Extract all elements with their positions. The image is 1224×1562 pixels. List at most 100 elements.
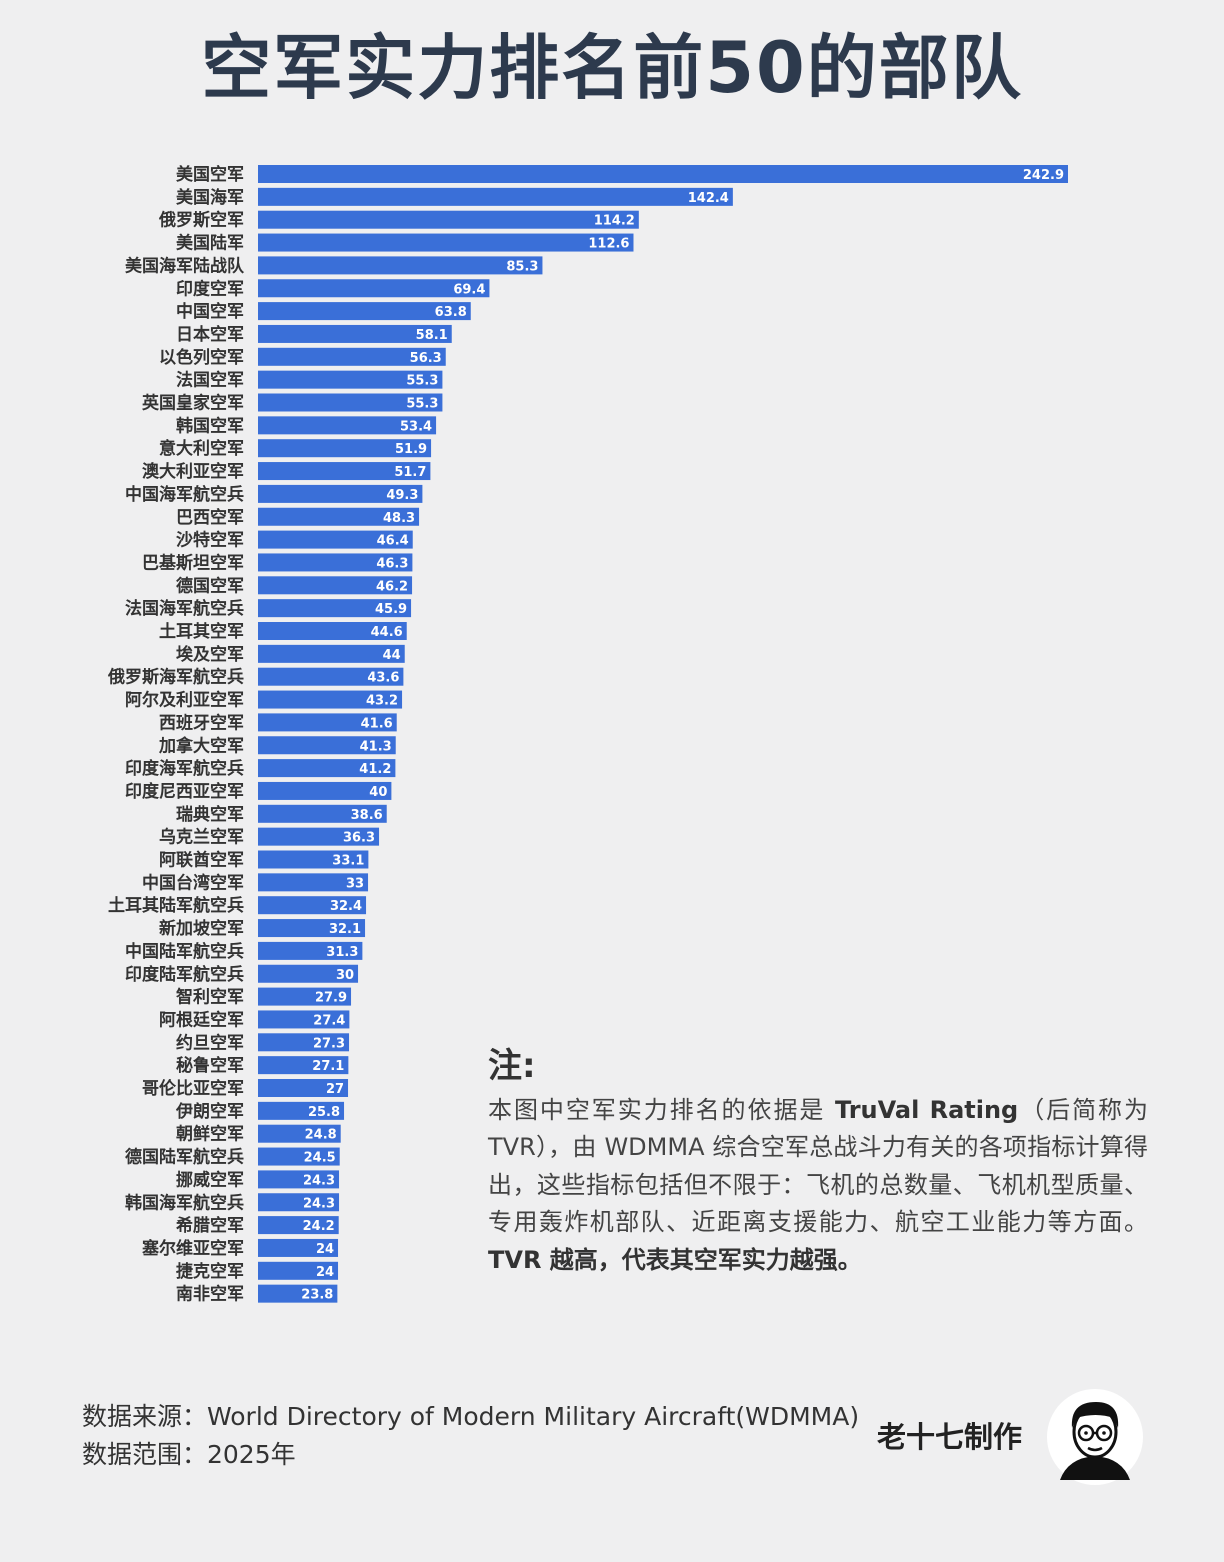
- value-label: 46.4: [377, 534, 409, 549]
- value-label: 51.9: [395, 442, 427, 457]
- category-label: 日本空军: [176, 324, 244, 345]
- value-label: 24.2: [303, 1219, 335, 1234]
- bar: [258, 941, 363, 960]
- category-label: 挪威空军: [176, 1169, 244, 1190]
- category-label: 捷克空军: [176, 1261, 244, 1282]
- category-label: 以色列空军: [159, 347, 244, 368]
- bar: [258, 233, 634, 252]
- value-label: 51.7: [394, 465, 426, 480]
- category-label: 阿根廷空军: [159, 1009, 244, 1030]
- value-label: 33: [346, 876, 364, 891]
- value-label: 30: [336, 968, 354, 983]
- value-label: 32.4: [330, 899, 362, 914]
- value-label: 49.3: [386, 488, 418, 503]
- category-label: 乌克兰空军: [159, 827, 244, 848]
- bar: [258, 667, 404, 686]
- value-label: 45.9: [375, 602, 407, 617]
- category-label: 印度陆军航空兵: [125, 964, 244, 985]
- value-label: 32.1: [329, 922, 361, 937]
- category-label: 加拿大空军: [158, 735, 244, 756]
- bar: [258, 987, 352, 1006]
- category-label: 西班牙空军: [159, 712, 244, 733]
- bar: [258, 1033, 350, 1052]
- value-label: 43.2: [366, 694, 398, 709]
- bar: [258, 1124, 341, 1143]
- category-label: 澳大利亚空军: [142, 461, 244, 482]
- bar-chart: 美国空军 242.9 美国海军 142.4 俄罗斯空军 114.2 美国陆军 112.6 美国海…: [107, 164, 1068, 1305]
- note-rating-name: TruVal Rating: [834, 1095, 1019, 1124]
- bar: [258, 1010, 350, 1029]
- bar: [258, 1284, 338, 1303]
- value-label: 53.4: [400, 419, 432, 434]
- note-text-pre: 本图中空军实力排名的依据是: [488, 1095, 835, 1124]
- bar: [258, 1056, 349, 1075]
- value-label: 69.4: [453, 282, 485, 297]
- bar: [258, 279, 490, 298]
- bar: [258, 530, 413, 549]
- value-label: 27.4: [313, 1013, 345, 1028]
- bar: [258, 736, 396, 755]
- category-label: 沙特空军: [176, 530, 244, 551]
- category-label: 巴基斯坦空军: [142, 552, 244, 573]
- value-label: 24.8: [305, 1128, 337, 1143]
- category-label: 美国陆军: [176, 233, 244, 254]
- value-label: 24: [316, 1242, 334, 1257]
- category-label: 意大利空军: [159, 438, 244, 459]
- value-label: 24: [316, 1265, 334, 1280]
- value-label: 58.1: [416, 328, 448, 343]
- bar: [258, 964, 359, 983]
- bar: [258, 210, 639, 229]
- value-label: 56.3: [410, 351, 442, 366]
- data-source: 数据来源：World Directory of Modern Military …: [82, 1402, 860, 1431]
- category-label: 新加坡空军: [159, 918, 244, 939]
- bar: [258, 1101, 345, 1120]
- value-label: 38.6: [351, 808, 383, 823]
- bar: [258, 1261, 339, 1280]
- category-label: 中国空军: [176, 301, 244, 322]
- category-label: 希腊空军: [176, 1215, 244, 1236]
- category-label: 土耳其陆军航空兵: [108, 895, 244, 916]
- category-label: 英国皇家空军: [142, 393, 244, 414]
- bar: [258, 347, 446, 366]
- category-label: 阿尔及利亚空军: [125, 690, 244, 711]
- category-label: 伊朗空军: [175, 1101, 244, 1122]
- value-label: 24.3: [303, 1173, 335, 1188]
- category-label: 印度海军航空兵: [125, 758, 244, 779]
- value-label: 44.6: [371, 625, 403, 640]
- value-label: 41.3: [360, 739, 392, 754]
- bar: [258, 1193, 340, 1212]
- category-label: 俄罗斯海军航空兵: [107, 667, 244, 688]
- bar: [258, 165, 1068, 183]
- category-label: 法国空军: [176, 370, 244, 391]
- bar: [258, 827, 380, 846]
- category-label: 德国陆军航空兵: [125, 1147, 244, 1168]
- bar: [258, 1147, 340, 1166]
- category-label: 中国台湾空军: [142, 872, 244, 893]
- value-label: 48.3: [383, 511, 415, 526]
- bar: [258, 187, 733, 206]
- bar: [258, 393, 443, 412]
- category-label: 埃及空军: [176, 644, 244, 665]
- bar: [258, 896, 367, 915]
- bar: [258, 462, 431, 481]
- bar: [258, 599, 412, 618]
- value-label: 63.8: [435, 305, 467, 320]
- value-label: 41.6: [361, 716, 393, 731]
- category-label: 南非空军: [176, 1284, 244, 1305]
- category-label: 瑞典空军: [176, 804, 244, 825]
- value-label: 27.3: [313, 1036, 345, 1051]
- category-label: 韩国海军航空兵: [125, 1192, 244, 1213]
- bar: [258, 553, 413, 572]
- bar: [258, 622, 407, 640]
- avatar-icon: [1047, 1389, 1143, 1485]
- category-label: 中国海军航空兵: [125, 484, 244, 505]
- value-label: 114.2: [594, 214, 635, 229]
- category-label: 美国空军: [176, 164, 244, 185]
- value-label: 41.2: [359, 762, 391, 777]
- bar: [258, 873, 369, 892]
- value-label: 55.3: [406, 397, 438, 412]
- bar: [258, 690, 403, 709]
- value-label: 142.4: [688, 191, 729, 206]
- bar: [258, 507, 420, 526]
- category-label: 美国海军陆战队: [125, 255, 245, 276]
